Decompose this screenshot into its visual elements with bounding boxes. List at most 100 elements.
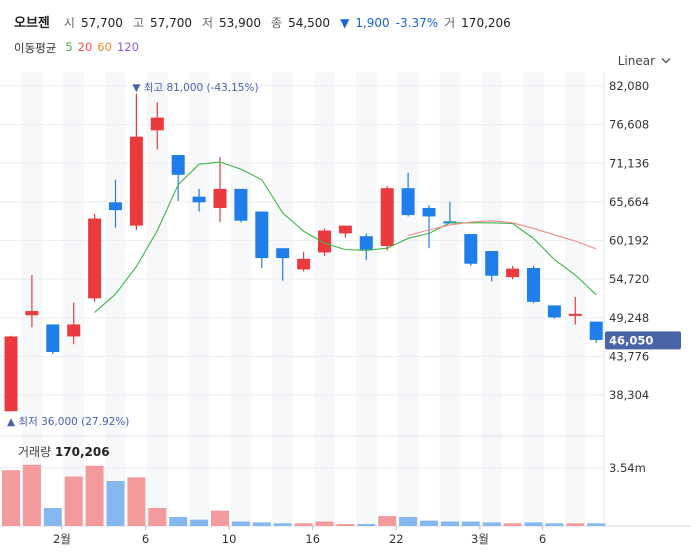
- candle-body: [485, 251, 499, 276]
- current-price-label: 46,050: [609, 333, 653, 347]
- low-value: 53,900: [219, 16, 262, 30]
- ma-20-label: 20: [77, 40, 93, 54]
- volume-tick-label: 3.54m: [609, 461, 646, 475]
- change-value: 1,900: [355, 16, 390, 30]
- close-value: 54,500: [288, 16, 331, 30]
- column-stripe: [188, 72, 210, 526]
- candle-body: [150, 117, 164, 131]
- column-stripe: [63, 72, 85, 526]
- volume-panel-value: 170,206: [54, 445, 110, 459]
- candle-body: [213, 188, 227, 208]
- candle-body: [25, 311, 39, 316]
- change-down-icon: ▼: [340, 16, 350, 30]
- volume-bar: [211, 510, 229, 526]
- candle-body: [109, 202, 122, 211]
- candle-body: [171, 155, 185, 175]
- ma20-line: [407, 220, 597, 250]
- x-tick-label: 2월: [53, 532, 71, 546]
- x-tick-label: 10: [222, 532, 237, 546]
- volume-bar: [2, 470, 20, 526]
- candle-body: [464, 234, 478, 264]
- column-stripe: [314, 72, 335, 526]
- volume-bar: [43, 508, 62, 526]
- volume-bar: [22, 464, 41, 526]
- volume-bar: [64, 476, 83, 526]
- ma-legend-title: 이동평균: [14, 41, 57, 55]
- volume-bar: [482, 522, 501, 526]
- x-tick-label: 3월: [471, 532, 489, 546]
- x-tick-label: 6: [539, 532, 546, 546]
- volume-bar: [336, 524, 355, 526]
- candle-body: [568, 313, 582, 316]
- candle-body: [46, 324, 60, 352]
- scale-label: Linear: [617, 54, 655, 68]
- volume-panel-label: 거래량: [18, 445, 52, 459]
- x-tick-label: 22: [389, 532, 404, 546]
- volume-bar: [190, 519, 209, 526]
- high-value: 57,700: [149, 16, 192, 30]
- column-stripe: [439, 72, 461, 526]
- volume-bar: [315, 521, 334, 526]
- column-stripe: [146, 72, 168, 526]
- moving-average-legend[interactable]: 이동평균 5 20 60 120: [14, 40, 139, 56]
- candle-body: [129, 136, 143, 226]
- candle-body: [234, 188, 248, 221]
- candle-body: [88, 218, 102, 299]
- ma5-line: [94, 161, 597, 313]
- scale-dropdown[interactable]: Linear: [618, 54, 671, 68]
- open-label: 시: [63, 16, 75, 30]
- candle-body: [359, 236, 373, 250]
- volume-bar: [399, 517, 418, 526]
- candle-body: [422, 207, 436, 217]
- ma-5-label: 5: [65, 40, 73, 54]
- column-stripe: [355, 72, 377, 526]
- candle-body: [547, 305, 561, 318]
- volume-bar: [420, 520, 438, 526]
- low-label: 저: [201, 16, 214, 30]
- chevron-down-icon: [661, 58, 671, 64]
- min-price-annotation: ▲ 최저 36,000 (27.92%): [7, 416, 129, 428]
- volume-bar: [378, 516, 397, 526]
- volume-bar: [169, 517, 188, 526]
- volume-bar: [566, 523, 585, 526]
- column-stripe: [481, 72, 503, 526]
- volume-bar: [440, 521, 459, 526]
- volume-value: 170,206: [461, 16, 511, 30]
- x-tick-label: 16: [305, 532, 320, 546]
- volume-bar: [357, 524, 376, 526]
- stock-header: 오브젠 시 57,700 고 57,700 저 53,900 종 54,500 …: [14, 12, 515, 31]
- candle-body: [401, 188, 415, 216]
- ma-60-label: 60: [97, 40, 112, 54]
- candle-body: [192, 196, 206, 203]
- volume-bar: [106, 481, 125, 526]
- candle-body: [297, 258, 311, 270]
- column-stripe: [272, 72, 294, 526]
- candle-body: [67, 324, 81, 337]
- volume-bar: [127, 477, 146, 526]
- y-tick-label: 76,608: [609, 118, 649, 132]
- candle-body: [255, 211, 269, 259]
- y-tick-label: 38,304: [609, 388, 649, 402]
- volume-bar: [503, 523, 522, 526]
- volume-bar: [461, 521, 480, 526]
- candle-body: [4, 336, 18, 412]
- column-stripe: [397, 72, 419, 526]
- candle-body: [318, 230, 331, 253]
- y-tick-label: 49,248: [609, 311, 649, 325]
- candle-body: [338, 225, 352, 234]
- candle-body: [276, 248, 290, 259]
- volume-bar: [273, 523, 292, 526]
- volume-bar: [85, 465, 104, 526]
- volume-bar: [524, 522, 543, 526]
- y-tick-label: 65,664: [609, 195, 649, 209]
- current-price-tag: [605, 331, 681, 350]
- y-tick-label: 71,136: [609, 156, 649, 170]
- y-tick-label: 82,080: [609, 79, 649, 93]
- stock-name: 오브젠: [14, 16, 50, 31]
- candle-body: [527, 267, 540, 302]
- candle-body: [380, 188, 394, 247]
- candle-body: [506, 268, 520, 278]
- close-label: 종: [271, 16, 283, 30]
- volume-bar: [148, 508, 167, 526]
